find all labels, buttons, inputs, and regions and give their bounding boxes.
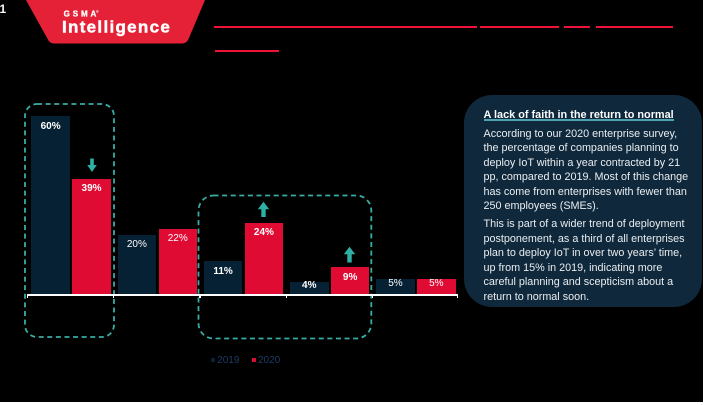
svg-text:®: ® bbox=[96, 9, 99, 14]
svg-text:GSMA: GSMA bbox=[64, 10, 100, 19]
svg-text:Intelligence: Intelligence bbox=[62, 17, 171, 36]
